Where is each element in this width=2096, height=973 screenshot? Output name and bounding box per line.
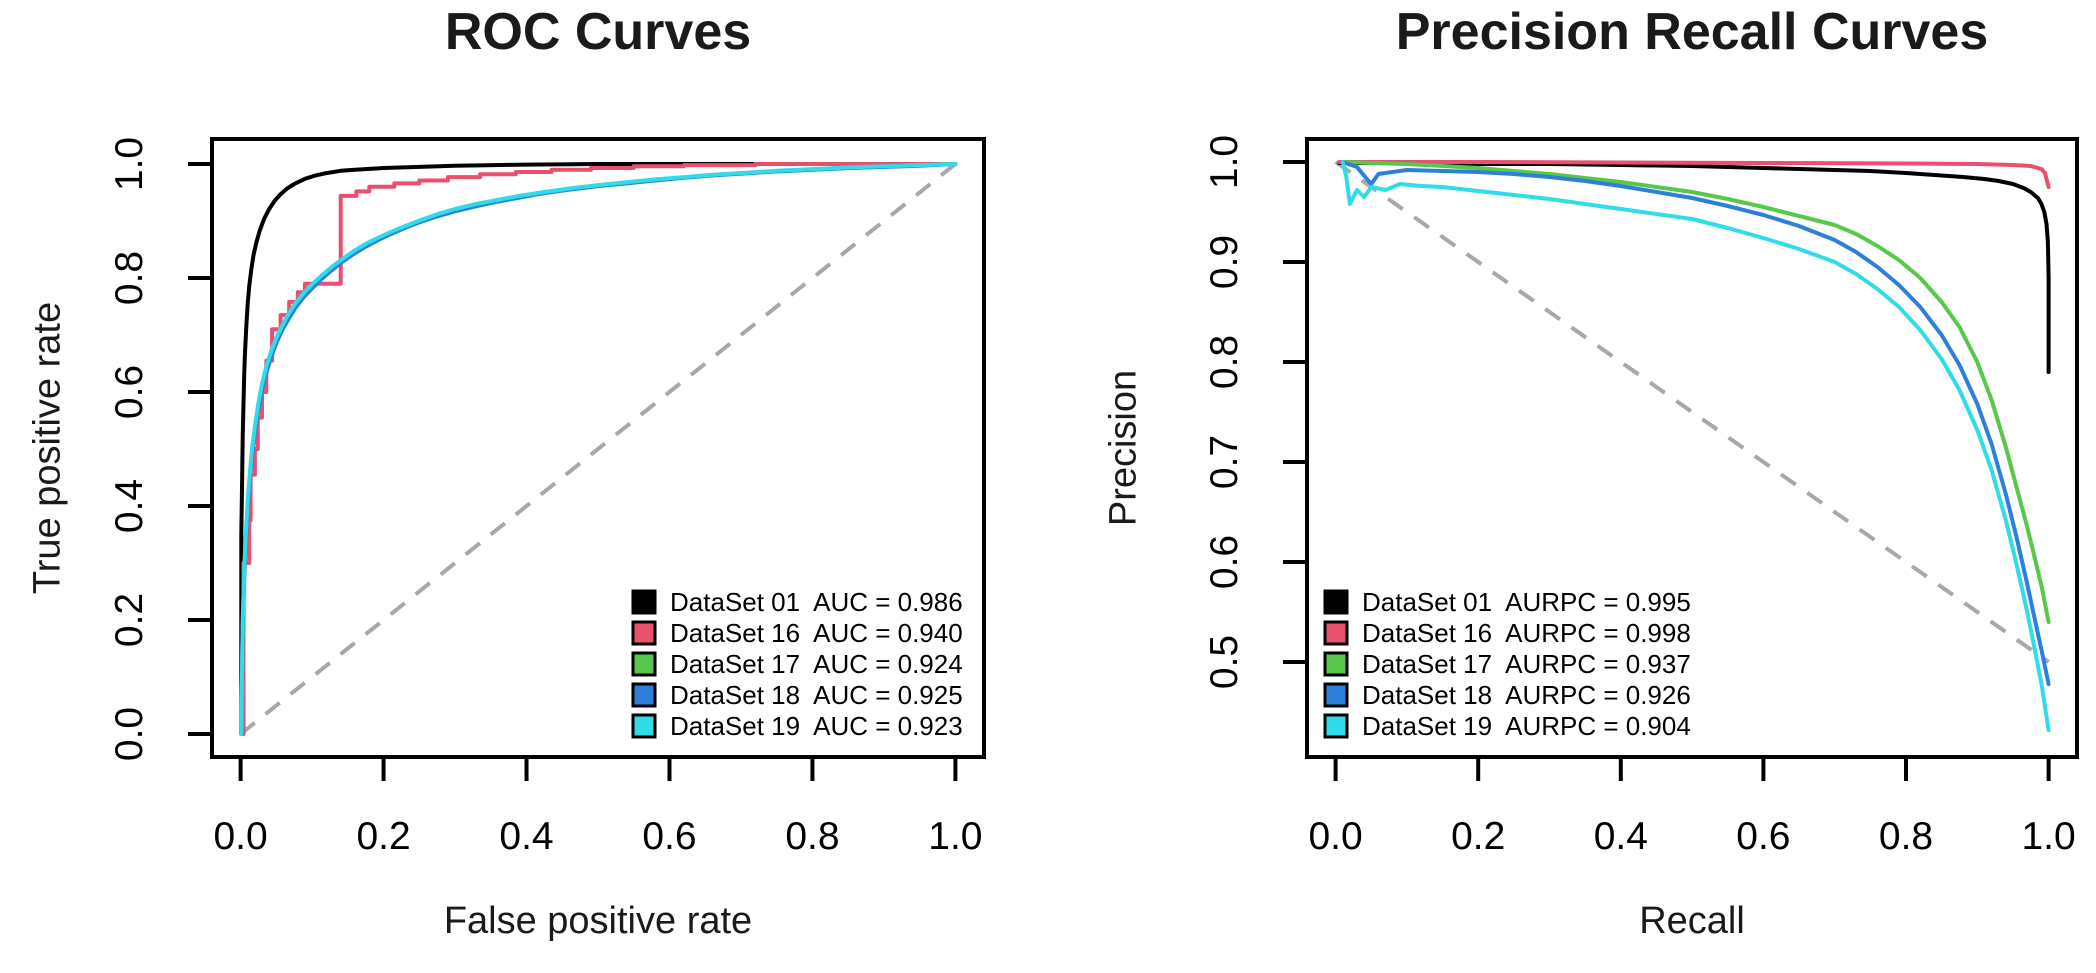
x-axis-tick-label: 0.4 xyxy=(499,815,553,858)
legend-label: DataSet 01 AUC = 0.986 xyxy=(670,587,963,617)
legend-label: DataSet 16 AURPC = 0.998 xyxy=(1362,618,1691,648)
roc-y-axis-label: True positive rate xyxy=(26,301,69,595)
legend-swatch-dataset-17 xyxy=(631,651,657,677)
y-axis-tick-label: 1.0 xyxy=(1203,135,1246,189)
legend-label: DataSet 18 AUC = 0.925 xyxy=(670,680,963,710)
y-axis-tick-label: 0.0 xyxy=(108,707,151,761)
legend-swatch-dataset-19 xyxy=(631,713,657,739)
legend-label: DataSet 17 AUC = 0.924 xyxy=(670,649,963,679)
legend-swatch-dataset-18 xyxy=(631,682,657,708)
x-axis-tick-label: 0.0 xyxy=(1308,815,1362,858)
curve-dataset-16 xyxy=(1337,160,2051,189)
legend-label: DataSet 01 AURPC = 0.995 xyxy=(1362,587,1691,617)
legend-label: DataSet 18 AURPC = 0.926 xyxy=(1362,680,1691,710)
legend-label: DataSet 19 AURPC = 0.904 xyxy=(1362,711,1691,741)
x-axis-tick-label: 0.4 xyxy=(1594,815,1648,858)
y-axis-tick-label: 0.6 xyxy=(108,365,151,419)
x-axis-tick-label: 0.6 xyxy=(642,815,696,858)
y-axis-tick-label: 1.0 xyxy=(108,137,151,191)
curve-dataset-01 xyxy=(239,162,958,736)
y-axis-tick-label: 0.9 xyxy=(1203,235,1246,289)
curve-dataset-19 xyxy=(239,162,958,736)
legend-swatch-dataset-01 xyxy=(631,589,657,615)
reference-diagonal-line xyxy=(239,162,957,736)
x-axis-tick-label: 1.0 xyxy=(2021,815,2075,858)
roc-title: ROC Curves xyxy=(444,3,752,61)
x-axis-tick-label: 0.6 xyxy=(1736,815,1790,858)
x-axis-tick-label: 0.2 xyxy=(356,815,410,858)
reference-diagonal-line xyxy=(1334,160,2050,664)
legend-swatch-dataset-18 xyxy=(1323,682,1349,708)
legend-label: DataSet 16 AUC = 0.940 xyxy=(670,618,963,648)
plot-box xyxy=(210,137,986,759)
roc-x-axis-label: False positive rate xyxy=(443,900,753,942)
y-axis-tick-label: 0.8 xyxy=(1203,335,1246,389)
pr-y-axis-label: Precision xyxy=(1102,369,1145,527)
roc-chart: 0.0 0.2 0.4 0.6 0.8 1.0 0.0 0.2 0.4 0.6 0.8 1.0 Data… xyxy=(108,137,986,858)
legend-label: DataSet 17 AURPC = 0.937 xyxy=(1362,649,1691,679)
legend-swatch-dataset-01 xyxy=(1323,589,1349,615)
curve-dataset-18 xyxy=(1340,160,2051,686)
curve-dataset-01 xyxy=(1337,161,2051,374)
curve-dataset-19 xyxy=(1340,160,2051,732)
legend-swatch-dataset-16 xyxy=(631,620,657,646)
curve-dataset-16 xyxy=(241,162,958,736)
plot-box xyxy=(1305,137,2079,759)
x-axis-tick-label: 0.0 xyxy=(213,815,267,858)
y-axis-tick-label: 0.7 xyxy=(1203,435,1246,489)
precision-recall-chart: 0.0 0.2 0.4 0.6 0.8 1.0 0.5 0.6 0.7 0.8 0.9 1.0 Data… xyxy=(1203,135,2079,858)
legend-swatch-dataset-16 xyxy=(1323,620,1349,646)
x-axis-tick-label: 0.2 xyxy=(1451,815,1505,858)
x-axis-tick-label: 0.8 xyxy=(785,815,839,858)
y-axis-tick-label: 0.8 xyxy=(108,251,151,305)
y-axis-tick-label: 0.6 xyxy=(1203,535,1246,589)
legend-label: DataSet 19 AUC = 0.923 xyxy=(670,711,963,741)
legend-swatch-dataset-19 xyxy=(1323,713,1349,739)
x-axis-tick-label: 1.0 xyxy=(928,815,982,858)
pr-x-axis-label: Recall xyxy=(1639,900,1745,942)
y-axis-tick-label: 0.2 xyxy=(108,593,151,647)
legend-swatch-dataset-17 xyxy=(1323,651,1349,677)
y-axis-tick-label: 0.5 xyxy=(1203,635,1246,689)
x-axis-tick-label: 0.8 xyxy=(1879,815,1933,858)
curve-dataset-17 xyxy=(1340,160,2051,624)
y-axis-tick-label: 0.4 xyxy=(108,479,151,533)
pr-title: Precision Recall Curves xyxy=(1395,3,1989,61)
